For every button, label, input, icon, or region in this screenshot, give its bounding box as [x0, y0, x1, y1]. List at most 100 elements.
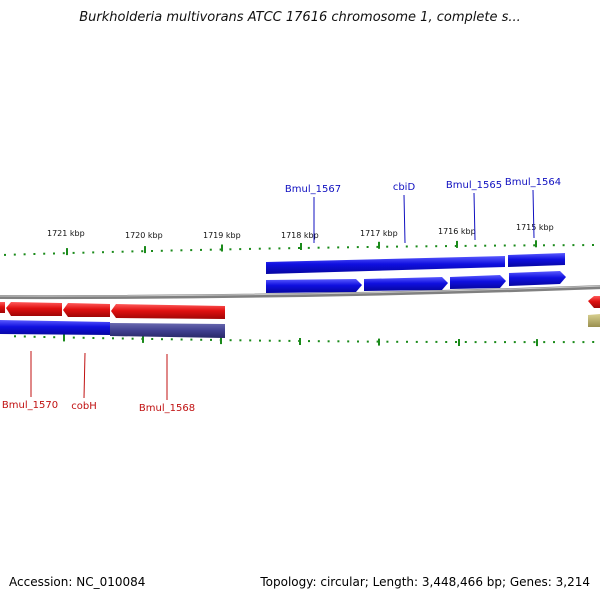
- minor-tick: [288, 247, 291, 250]
- minor-tick: [504, 341, 506, 344]
- major-tick: [378, 241, 380, 249]
- major-tick: [535, 240, 537, 248]
- minor-tick: [229, 339, 232, 342]
- minor-tick: [200, 248, 202, 251]
- forward-gene-long-2[interactable]: [508, 253, 565, 267]
- leader-line: [403, 194, 406, 244]
- minor-tick: [141, 250, 144, 253]
- map-title: Burkholderia multivorans ATCC 17616 chro…: [79, 10, 521, 25]
- minor-tick: [151, 338, 154, 340]
- major-tick: [144, 246, 146, 254]
- gene-label-cbid[interactable]: cbiD: [393, 182, 416, 244]
- tick-labels: 1721 kbp 1720 kbp 1719 kbp 1718 kbp 1717 kbp…: [47, 223, 554, 240]
- tick-label: 1715 kbp: [516, 223, 554, 232]
- right-edge-olive-gene[interactable]: [588, 314, 600, 327]
- forward-gene-3[interactable]: [450, 275, 506, 289]
- minor-tick: [190, 338, 193, 341]
- reverse-gene-1[interactable]: [6, 302, 62, 316]
- leader-line: [83, 352, 86, 399]
- minor-tick: [268, 247, 271, 250]
- gene-label-bmul-1564[interactable]: Bmul_1564: [505, 177, 561, 239]
- minor-tick: [317, 340, 320, 343]
- minor-tick: [180, 249, 183, 252]
- major-tick: [299, 338, 301, 345]
- minor-tick: [347, 340, 350, 343]
- inner-tick-ring: [14, 334, 595, 347]
- gene-label-text: cobH: [71, 401, 96, 412]
- minor-tick: [161, 338, 163, 341]
- minor-tick: [327, 340, 330, 343]
- minor-tick: [484, 244, 487, 247]
- minor-tick: [180, 338, 183, 341]
- minor-tick: [72, 251, 75, 254]
- minor-tick: [552, 244, 555, 247]
- minor-tick: [592, 341, 595, 343]
- minor-tick: [396, 245, 398, 248]
- gene-label-bmul-1567[interactable]: Bmul_1567: [285, 184, 341, 243]
- minor-tick: [533, 341, 536, 344]
- gene-label-cobh[interactable]: cobH: [71, 352, 97, 412]
- reverse-gene-3[interactable]: [111, 304, 225, 319]
- minor-tick: [435, 340, 438, 343]
- right-edge-red-gene[interactable]: [588, 296, 600, 308]
- major-tick: [221, 244, 223, 252]
- minor-tick: [259, 339, 261, 342]
- reverse-gene-2[interactable]: [63, 303, 110, 317]
- gene-label-bmul-1570[interactable]: Bmul_1570: [2, 351, 58, 411]
- minor-tick: [111, 250, 114, 253]
- minor-tick: [239, 339, 242, 342]
- minor-tick: [553, 341, 555, 344]
- reverse-gene-blue-1[interactable]: [0, 320, 110, 335]
- forward-strand-genes: [266, 253, 566, 293]
- minor-tick: [376, 245, 379, 248]
- gene-label-text: Bmul_1570: [2, 400, 58, 411]
- minor-tick: [366, 340, 369, 343]
- minor-tick: [405, 245, 408, 248]
- major-tick: [63, 334, 65, 342]
- major-tick: [378, 338, 380, 346]
- accession-text: Accession: NC_010084: [9, 575, 146, 589]
- gene-label-bmul-1565[interactable]: Bmul_1565: [446, 180, 502, 241]
- forward-gene-1[interactable]: [266, 279, 362, 293]
- tick-label: 1718 kbp: [281, 231, 319, 240]
- major-tick: [142, 335, 144, 343]
- minor-tick: [464, 341, 467, 343]
- reverse-gene-highlight[interactable]: [110, 323, 225, 338]
- minor-tick: [562, 244, 565, 247]
- minor-tick: [239, 248, 242, 251]
- backbone-arc: [0, 285, 600, 300]
- minor-tick: [562, 341, 565, 344]
- forward-gene-long-1[interactable]: [266, 256, 505, 274]
- minor-tick: [160, 249, 163, 252]
- minor-tick: [121, 250, 124, 253]
- minor-tick: [72, 336, 75, 339]
- minor-tick: [494, 244, 496, 247]
- minor-tick: [533, 244, 536, 247]
- minor-tick: [288, 339, 291, 342]
- gene-label-bmul-1568[interactable]: Bmul_1568: [139, 354, 195, 414]
- backbone-arc-highlight: [0, 285, 600, 297]
- minor-tick: [474, 244, 477, 247]
- minor-tick: [92, 251, 95, 254]
- minor-tick: [445, 245, 447, 248]
- reverse-gene-left-edge[interactable]: [0, 302, 5, 313]
- minor-tick: [13, 253, 16, 256]
- minor-tick: [582, 244, 585, 247]
- minor-tick: [396, 340, 399, 343]
- minor-tick: [386, 340, 389, 343]
- minor-tick: [337, 340, 340, 343]
- minor-tick: [435, 245, 438, 248]
- minor-tick: [249, 339, 252, 342]
- forward-gene-4[interactable]: [509, 271, 566, 286]
- genome-summary-text: Topology: circular; Length: 3,448,466 bp…: [260, 575, 590, 589]
- minor-tick: [494, 341, 497, 344]
- forward-gene-2[interactable]: [364, 277, 448, 291]
- minor-tick: [53, 336, 56, 339]
- minor-tick: [43, 336, 46, 338]
- minor-tick: [210, 338, 212, 341]
- minor-tick: [121, 337, 124, 340]
- major-tick: [458, 339, 460, 346]
- minor-tick: [464, 244, 467, 247]
- minor-tick: [454, 245, 457, 247]
